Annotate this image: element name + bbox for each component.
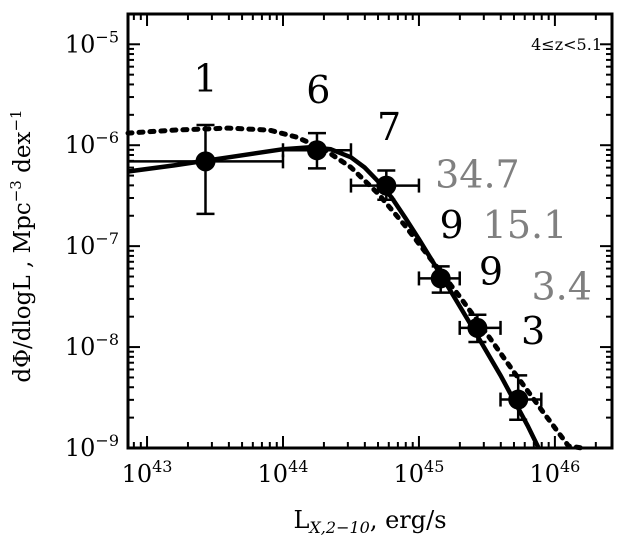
y-axis-label-mid: dex — [10, 131, 36, 180]
data-point-group — [499, 374, 543, 421]
x-tick-exponent: 43 — [152, 457, 172, 476]
count-label: 9 — [439, 203, 463, 247]
y-tick-label: 10−7 — [65, 229, 119, 260]
x-axis-label-main: L — [293, 506, 309, 534]
x-axis-label-rest: , erg/s — [370, 506, 447, 534]
x-axis-label: LX,2−10, erg/s — [293, 506, 446, 537]
x-tick-label: 1043 — [122, 457, 173, 488]
x-tick-base: 10 — [258, 460, 289, 488]
data-point-group — [417, 265, 461, 294]
count-label: 7 — [377, 105, 401, 149]
data-point-marker — [467, 317, 488, 338]
gray-value-label: 34.7 — [435, 153, 520, 197]
y-tick-base: 10 — [65, 434, 96, 462]
count-label: 6 — [306, 68, 330, 112]
count-label: 1 — [193, 57, 217, 101]
y-tick-exponent: −6 — [95, 128, 119, 147]
y-tick-label: 10−6 — [65, 128, 119, 159]
y-axis-label: dΦ/dlogL , Mpc−3 dex−1 — [7, 109, 36, 382]
y-tick-exponent: −8 — [95, 330, 119, 349]
data-point-marker — [430, 268, 451, 289]
y-tick-exponent: −9 — [95, 431, 119, 450]
x-tick-label: 1046 — [529, 457, 580, 488]
y-axis-label-sup2: −1 — [7, 109, 25, 131]
x-tick-label: 1044 — [258, 457, 309, 488]
x-tick-label: 1045 — [393, 457, 444, 488]
data-point-group — [458, 313, 502, 344]
x-tick-base: 10 — [122, 460, 153, 488]
y-tick-exponent: −7 — [95, 229, 119, 248]
gray-value-label: 15.1 — [483, 203, 568, 247]
x-tick-exponent: 46 — [560, 457, 580, 476]
x-axis-label-sub: X,2−10 — [307, 518, 369, 537]
count-label: 9 — [479, 249, 503, 293]
y-axis-label-main: dΦ/dlogL , Mpc — [10, 202, 36, 382]
data-point-group — [126, 123, 285, 216]
data-point-group — [349, 169, 421, 201]
plot-frame — [126, 12, 614, 450]
count-label: 3 — [521, 309, 545, 353]
x-tick-base: 10 — [529, 460, 560, 488]
data-point-marker — [508, 389, 529, 410]
data-point-marker — [306, 140, 327, 161]
x-tick-base: 10 — [393, 460, 424, 488]
y-axis-label-sup1: −3 — [7, 180, 25, 202]
y-tick-label: 10−9 — [65, 431, 119, 462]
data-point-marker — [376, 175, 397, 196]
data-point-group — [281, 131, 353, 170]
data-points — [126, 123, 543, 421]
y-tick-base: 10 — [65, 131, 96, 159]
dotted-model-curve — [125, 125, 585, 451]
x-tick-exponent: 45 — [424, 457, 444, 476]
y-tick-base: 10 — [65, 333, 96, 361]
data-point-marker — [195, 151, 216, 172]
y-tick-label: 10−5 — [65, 27, 119, 58]
y-tick-exponent: −5 — [95, 27, 119, 46]
y-tick-base: 10 — [65, 30, 96, 58]
y-tick-label: 10−8 — [65, 330, 119, 361]
redshift-annotation: 4≤z<5.1 — [531, 35, 602, 54]
gray-value-label: 3.4 — [531, 265, 591, 309]
x-tick-exponent: 44 — [288, 457, 308, 476]
y-tick-base: 10 — [65, 232, 96, 260]
